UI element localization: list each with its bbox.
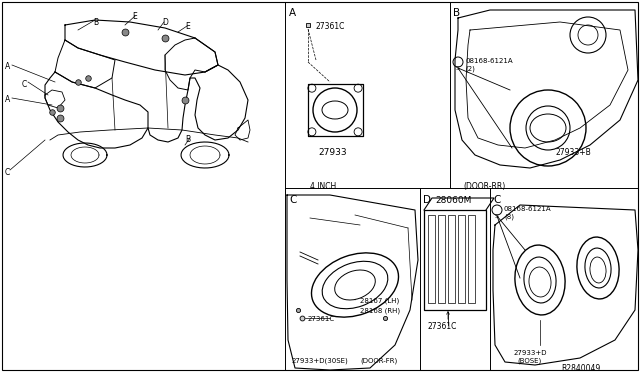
Bar [448, 215, 455, 303]
Text: D: D [162, 18, 168, 27]
Bar [428, 215, 435, 303]
Bar [307, 84, 362, 136]
Text: (DOOR-FR): (DOOR-FR) [360, 358, 397, 365]
Text: 4 INCH: 4 INCH [310, 182, 336, 191]
Text: 27361C: 27361C [428, 322, 458, 331]
Text: 27361C: 27361C [308, 316, 335, 322]
Bar [468, 215, 475, 303]
Text: S: S [456, 65, 460, 71]
Text: 27361C: 27361C [315, 22, 344, 31]
Text: B: B [453, 8, 460, 18]
Text: A: A [5, 62, 10, 71]
Text: E: E [132, 12, 137, 21]
Bar [438, 215, 445, 303]
Text: B: B [93, 18, 98, 27]
Text: 08168-6121A
(8): 08168-6121A (8) [504, 206, 552, 219]
Text: C: C [493, 195, 500, 205]
Text: B: B [185, 135, 190, 144]
Text: S: S [495, 214, 499, 218]
Text: A: A [289, 8, 296, 18]
Text: E: E [185, 22, 189, 31]
Bar [458, 215, 465, 303]
Text: C: C [289, 195, 296, 205]
Text: C: C [5, 168, 10, 177]
Text: 27933+D(30SE): 27933+D(30SE) [292, 358, 349, 365]
Text: C: C [22, 80, 28, 89]
Bar [424, 210, 486, 310]
Text: 28168 (RH): 28168 (RH) [360, 308, 400, 314]
Text: 28167 (LH): 28167 (LH) [360, 298, 399, 305]
Text: D: D [423, 195, 431, 205]
Text: 28060M: 28060M [435, 196, 472, 205]
Text: 27933: 27933 [318, 148, 347, 157]
Text: 27933+D
(BOSE): 27933+D (BOSE) [513, 350, 547, 363]
Text: R2840049: R2840049 [561, 364, 600, 372]
Text: (DOOR-RR): (DOOR-RR) [463, 182, 505, 191]
Text: 08168-6121A
(2): 08168-6121A (2) [465, 58, 513, 71]
Text: A: A [5, 95, 10, 104]
Text: 27933+B: 27933+B [555, 148, 591, 157]
